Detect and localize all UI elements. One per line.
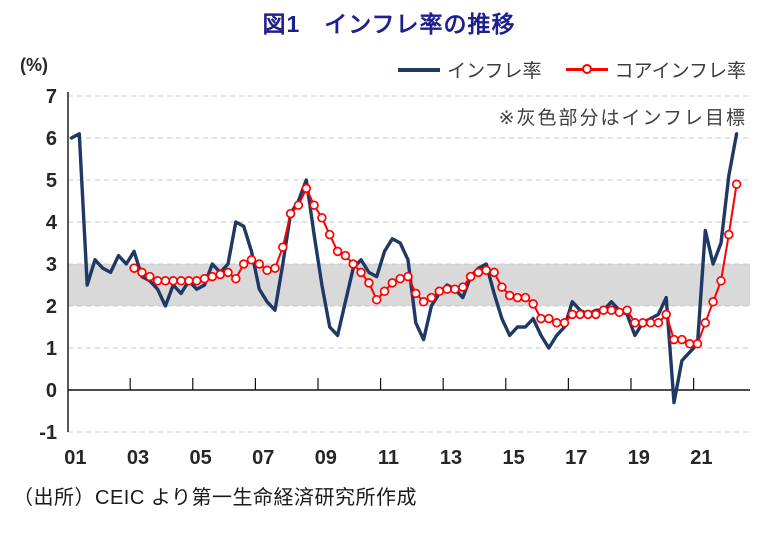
svg-text:6: 6 — [46, 128, 57, 150]
svg-text:01: 01 — [64, 447, 86, 469]
chart-title: 図1 インフレ率の推移 — [262, 11, 516, 37]
legend-label-inflation: インフレ率 — [447, 61, 542, 82]
svg-text:05: 05 — [189, 447, 211, 469]
svg-text:0: 0 — [46, 380, 57, 402]
source-note: （出所）CEIC より第一生命経済研究所作成 — [13, 487, 417, 509]
svg-text:4: 4 — [46, 212, 58, 234]
svg-text:19: 19 — [628, 447, 650, 469]
svg-text:※灰色部分はインフレ目標: ※灰色部分はインフレ目標 — [499, 107, 747, 129]
svg-text:17: 17 — [565, 447, 587, 469]
y-gridlines — [68, 95, 750, 433]
svg-text:03: 03 — [127, 447, 149, 469]
open-circle-marker-icon — [581, 64, 592, 75]
svg-text:11: 11 — [378, 447, 399, 469]
svg-text:5: 5 — [46, 170, 57, 192]
svg-text:1: 1 — [46, 338, 57, 360]
inflation-chart: 01 03 05 07 09 11 13 15 17 19 2176543210-1※灰色部分はイン… — [39, 86, 750, 469]
inflation-target-note: ※灰色部分はインフレ目標 — [499, 107, 747, 129]
svg-text:15: 15 — [502, 447, 524, 469]
legend-item-core-inflation: コアインフレ率 — [565, 56, 746, 83]
svg-text:09: 09 — [315, 447, 337, 469]
svg-text:21: 21 — [690, 447, 712, 469]
svg-text:07: 07 — [252, 447, 274, 469]
axes — [67, 92, 750, 432]
legend-item-inflation: インフレ率 — [398, 56, 542, 83]
inflation-line-swatch-icon — [398, 67, 441, 72]
svg-text:13: 13 — [440, 447, 462, 469]
svg-text:-1: -1 — [39, 422, 57, 444]
core-inflation-series — [129, 179, 742, 349]
x-tick-labels: 01 03 05 07 09 11 13 15 17 19 21 — [64, 447, 712, 469]
svg-text:7: 7 — [46, 86, 57, 108]
core-inflation-line-swatch-icon — [565, 64, 608, 75]
svg-text:3: 3 — [46, 254, 57, 276]
svg-text:2: 2 — [46, 296, 57, 318]
y-axis-unit-label: (%) — [20, 55, 48, 75]
y-tick-labels: 7 6 5 4 3 2 1 0 -1 — [39, 86, 58, 444]
chart-legend: インフレ率 コアインフレ率 — [398, 56, 746, 83]
legend-label-core-inflation: コアインフレ率 — [614, 61, 746, 82]
